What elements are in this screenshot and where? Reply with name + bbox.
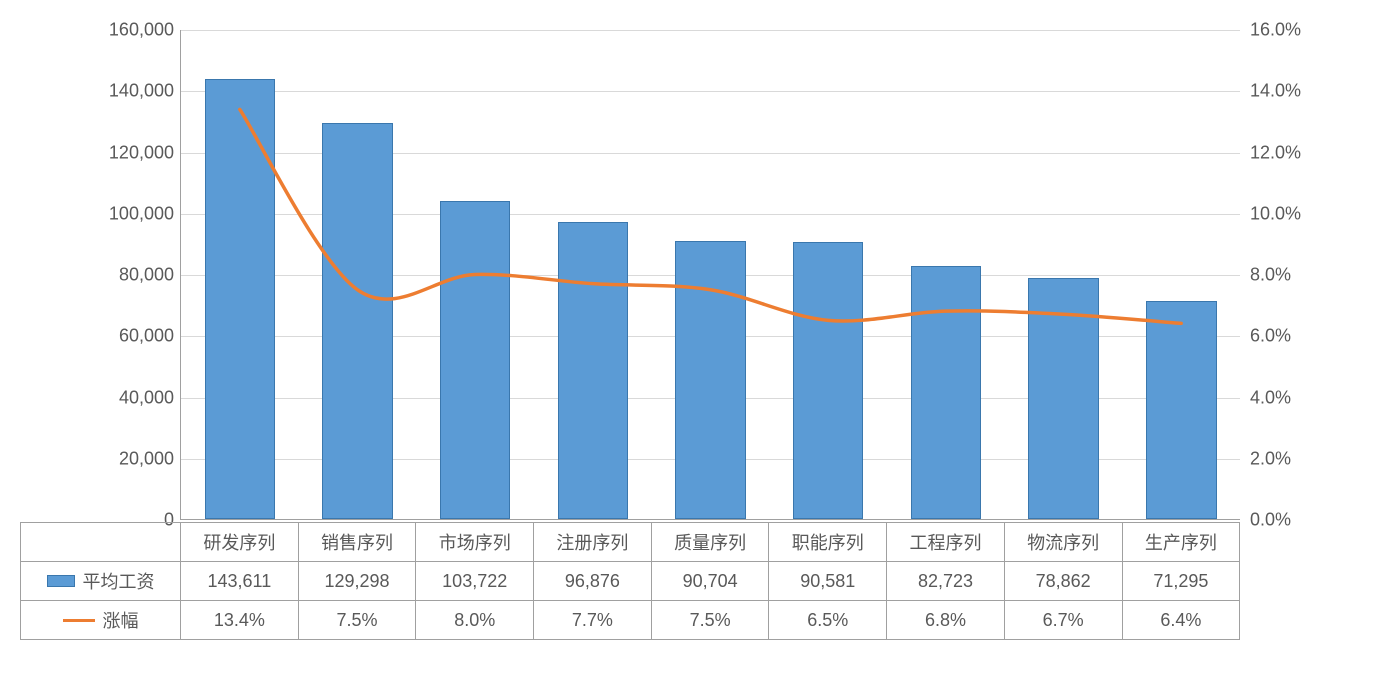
bar-legend-cell: 平均工资	[21, 562, 181, 601]
line-series-row: 涨幅 13.4%7.5%8.0%7.7%7.5%6.5%6.8%6.7%6.4%	[21, 601, 1240, 640]
category-cell: 质量序列	[651, 523, 769, 562]
line-value-cell: 6.7%	[1004, 601, 1122, 640]
line-value-cell: 8.0%	[416, 601, 534, 640]
bar-series-name: 平均工资	[83, 568, 155, 594]
y-left-tick-label: 100,000	[94, 203, 174, 224]
category-cell: 研发序列	[181, 523, 299, 562]
y-left-tick-label: 140,000	[94, 81, 174, 102]
plot-area	[180, 30, 1240, 520]
category-cell: 注册序列	[534, 523, 652, 562]
category-cell: 工程序列	[887, 523, 1005, 562]
line-value-cell: 7.7%	[534, 601, 652, 640]
bar-value-cell: 82,723	[887, 562, 1005, 601]
bar-value-cell: 78,862	[1004, 562, 1122, 601]
bar-value-cell: 129,298	[298, 562, 416, 601]
y-left-tick-label: 160,000	[94, 20, 174, 41]
y-right-tick-label: 2.0%	[1250, 448, 1330, 469]
y-left-tick-label: 120,000	[94, 142, 174, 163]
line-value-cell: 7.5%	[298, 601, 416, 640]
y-right-tick-label: 8.0%	[1250, 265, 1330, 286]
bar-value-cell: 96,876	[534, 562, 652, 601]
line-legend-cell: 涨幅	[21, 601, 181, 640]
y-left-tick-label: 80,000	[94, 265, 174, 286]
line-value-cell: 13.4%	[181, 601, 299, 640]
category-cell: 物流序列	[1004, 523, 1122, 562]
line-series	[181, 30, 1240, 519]
y-right-tick-label: 14.0%	[1250, 81, 1330, 102]
bar-value-cell: 103,722	[416, 562, 534, 601]
line-legend-icon	[63, 619, 95, 622]
bar-series-row: 平均工资 143,611129,298103,72296,87690,70490…	[21, 562, 1240, 601]
line-value-cell: 7.5%	[651, 601, 769, 640]
y-left-tick-label: 20,000	[94, 448, 174, 469]
y-right-tick-label: 6.0%	[1250, 326, 1330, 347]
bar-value-cell: 71,295	[1122, 562, 1240, 601]
y-left-tick-label: 40,000	[94, 387, 174, 408]
category-cell: 生产序列	[1122, 523, 1240, 562]
line-value-cell: 6.8%	[887, 601, 1005, 640]
trend-line	[240, 109, 1181, 323]
y-right-tick-label: 0.0%	[1250, 510, 1330, 531]
y-right-tick-label: 16.0%	[1250, 20, 1330, 41]
bar-value-cell: 143,611	[181, 562, 299, 601]
bar-legend-icon	[47, 575, 75, 587]
category-cell: 销售序列	[298, 523, 416, 562]
category-cell: 职能序列	[769, 523, 887, 562]
data-table: 研发序列销售序列市场序列注册序列质量序列职能序列工程序列物流序列生产序列 平均工…	[20, 522, 1240, 640]
blank-header	[21, 523, 181, 562]
y-left-tick-label: 60,000	[94, 326, 174, 347]
category-row: 研发序列销售序列市场序列注册序列质量序列职能序列工程序列物流序列生产序列	[21, 523, 1240, 562]
combo-chart: 020,00040,00060,00080,000100,000120,0001…	[20, 20, 1354, 674]
y-right-tick-label: 10.0%	[1250, 203, 1330, 224]
bar-value-cell: 90,704	[651, 562, 769, 601]
bar-value-cell: 90,581	[769, 562, 887, 601]
y-right-tick-label: 4.0%	[1250, 387, 1330, 408]
line-series-name: 涨幅	[103, 607, 139, 633]
y-right-tick-label: 12.0%	[1250, 142, 1330, 163]
line-value-cell: 6.5%	[769, 601, 887, 640]
line-value-cell: 6.4%	[1122, 601, 1240, 640]
category-cell: 市场序列	[416, 523, 534, 562]
